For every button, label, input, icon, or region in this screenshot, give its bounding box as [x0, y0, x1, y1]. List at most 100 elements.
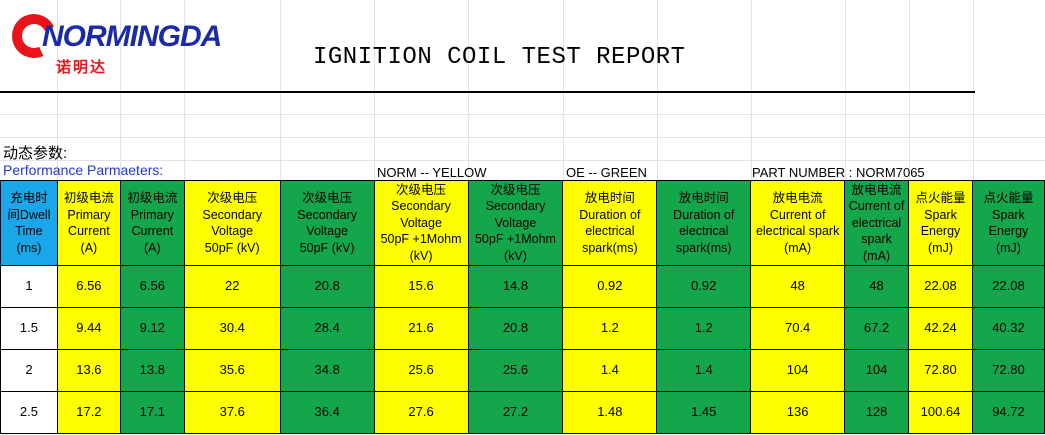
header-line: electrical: [679, 224, 729, 238]
table-cell: 20.8: [279, 265, 375, 308]
table-cell: 25.6: [373, 349, 469, 392]
table-cell: 67.2: [844, 307, 910, 350]
header-line: Current of: [769, 207, 826, 222]
header-line: spark(ms): [582, 240, 638, 255]
table-cell: 2: [0, 349, 58, 392]
header-spark-energy-norm: 点火能量 Spark Energy (mJ): [908, 180, 973, 266]
gridline: [57, 0, 58, 180]
header-line: Secondary: [485, 199, 546, 214]
gridline: [280, 0, 281, 180]
table-cell: 9.12: [119, 307, 185, 350]
gridline: [751, 0, 752, 180]
title-underline: [0, 91, 975, 93]
table-cell: 30.4: [183, 307, 281, 350]
gridline: [909, 0, 910, 180]
table-cell: 1.4: [562, 349, 658, 392]
gridline: [657, 0, 658, 180]
header-line: 50pF (kV): [204, 240, 260, 255]
gridline: [973, 0, 974, 180]
header-spark-energy-oe: 点火能量 Spark Energy (mJ): [971, 180, 1045, 266]
table-cell: 1.4: [656, 349, 752, 392]
header-line: 次级电压: [396, 182, 447, 197]
header-spark-current-oe: 放电电流 Current of electrical spark (mA): [844, 180, 910, 266]
header-line: electrical: [851, 215, 902, 230]
header-line: 充电时: [10, 191, 48, 205]
table-cell: 136: [750, 391, 846, 434]
table-cell: 14.8: [467, 265, 564, 308]
header-line: Secondary: [297, 207, 358, 222]
header-line: Secondary: [391, 199, 451, 214]
header-line: Energy: [920, 224, 961, 238]
performance-params-label: Performance Parmaeters:: [3, 162, 164, 178]
table-cell: 70.4: [750, 307, 846, 350]
header-secondary-voltage-1mohm-norm: 次级电压 Secondary Voltage 50pF +1Mohm (kV): [373, 180, 469, 266]
header-line: 50pF (kV): [299, 240, 355, 255]
table-cell: 42.24: [908, 307, 973, 350]
part-number-label: PART NUMBER : NORM7065: [752, 165, 925, 180]
table-row: 1 6.56 6.56 22 20.8 15.6 14.8 0.92 0.92 …: [0, 265, 1045, 308]
header-line: (ms): [16, 240, 42, 255]
table-cell: 1.45: [656, 391, 752, 434]
header-line: (A): [143, 240, 161, 255]
logo-brand-text: NORMINGDA: [42, 20, 222, 53]
table-cell: 0.92: [656, 265, 752, 308]
gridline: [184, 0, 185, 180]
header-line: Current: [68, 224, 110, 238]
table-row: 2 13.6 13.8 35.6 34.8 25.6 25.6 1.4 1.4 …: [0, 349, 1045, 392]
header-line: Primary: [67, 207, 111, 222]
header-line: 点火能量: [915, 191, 966, 205]
table-cell: 1: [0, 265, 58, 308]
table-cell: 13.6: [56, 349, 121, 392]
table-cell: 40.32: [971, 307, 1045, 350]
logo-brand-cn: 诺明达: [56, 59, 108, 76]
header-line: Voltage: [306, 224, 349, 238]
header-line: Voltage: [211, 224, 254, 238]
header-line: Current: [131, 224, 174, 238]
table-cell: 20.8: [467, 307, 564, 350]
header-line: electrical spark: [755, 224, 840, 238]
header-line: Spark: [992, 207, 1025, 222]
table-cell: 25.6: [467, 349, 564, 392]
table-cell: 2.5: [0, 391, 58, 434]
header-spark-duration-oe: 放电时间 Duration of electrical spark(ms): [656, 180, 752, 266]
table-cell: 36.4: [279, 391, 375, 434]
gridline: [468, 0, 469, 180]
table-cell: 6.56: [56, 265, 121, 308]
table-cell: 94.72: [971, 391, 1045, 434]
table-cell: 27.2: [467, 391, 564, 434]
header-spark-current-norm: 放电电流 Current of electrical spark (mA): [750, 180, 846, 266]
table-cell: 100.64: [908, 391, 973, 434]
table-cell: 0.92: [562, 265, 658, 308]
header-line: Spark: [924, 207, 957, 222]
table-cell: 48: [844, 265, 910, 308]
header-line: spark(ms): [675, 240, 732, 255]
table-cell: 22.08: [971, 265, 1045, 308]
table-cell: 104: [844, 349, 910, 392]
header-line: Duration of: [579, 207, 641, 222]
header-line: (mA): [784, 240, 812, 255]
header-primary-current-oe: 初级电流 Primary Current (A): [119, 180, 185, 266]
header-line: (A): [80, 240, 98, 255]
test-data-table: 充电时 间Dwell Time (ms) 初级电流 Primary Curren…: [0, 180, 1045, 434]
header-line: 次级电压: [302, 191, 353, 205]
header-line: 50pF +1Mohm: [380, 232, 462, 247]
header-secondary-voltage-norm: 次级电压 Secondary Voltage 50pF (kV): [183, 180, 281, 266]
table-cell: 72.80: [908, 349, 973, 392]
table-cell: 48: [750, 265, 846, 308]
table-cell: 1.48: [562, 391, 658, 434]
table-cell: 22.08: [908, 265, 973, 308]
table-cell: 37.6: [183, 391, 281, 434]
table-cell: 13.8: [119, 349, 185, 392]
header-line: 50pF +1Mohm: [474, 232, 556, 247]
header-row: 充电时 间Dwell Time (ms) 初级电流 Primary Curren…: [0, 180, 1045, 266]
table-cell: 17.1: [119, 391, 185, 434]
header-dwell-time: 充电时 间Dwell Time (ms): [0, 180, 58, 266]
header-line: (mJ): [928, 240, 953, 255]
report-title: IGNITION COIL TEST REPORT: [313, 44, 686, 71]
header-line: electrical: [585, 224, 635, 238]
header-line: 点火能量: [983, 191, 1034, 205]
gridline: [120, 0, 121, 180]
header-line: 次级电压: [207, 191, 258, 205]
table-cell: 72.80: [971, 349, 1045, 392]
gridline: [845, 0, 846, 180]
